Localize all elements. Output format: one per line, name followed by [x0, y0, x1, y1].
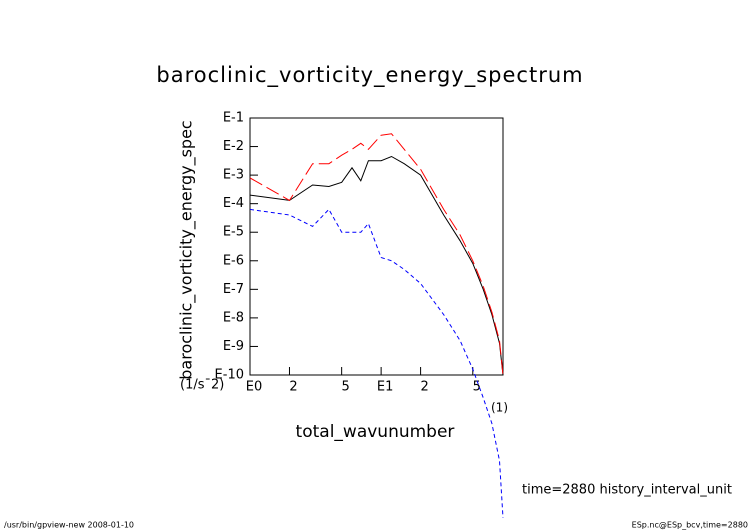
x-tick-label: E1 [377, 380, 394, 395]
y-tick-label: E-7 [223, 282, 244, 297]
y-axis-units: (1/s¯2) [180, 378, 224, 393]
chart-title: baroclinic_vorticity_energy_spectrum [156, 63, 583, 88]
series-line [249, 133, 504, 376]
y-tick-label: E-5 [223, 225, 244, 240]
series-line [249, 155, 504, 376]
y-tick-label: E-1 [223, 111, 244, 126]
series-line [249, 208, 504, 518]
x-tick-label: E0 [246, 380, 263, 395]
y-tick-label: E-3 [223, 168, 244, 183]
x-tick-label: 5 [473, 380, 481, 395]
y-axis-label: baroclinic_vorticity_energy_spec [177, 120, 197, 379]
y-tick-label: E-4 [223, 196, 244, 211]
plot-frame [249, 117, 504, 376]
y-tick-label: E-10 [215, 368, 244, 383]
y-tick-label: E-2 [223, 139, 244, 154]
y-tick-label: E-6 [223, 253, 244, 268]
footer-right: ESp.nc@ESp_bcv,time=2880 [632, 521, 748, 530]
x-tick-label: 2 [289, 380, 297, 395]
x-tick-label: 5 [342, 380, 350, 395]
x-axis-label: total_wavunumber [296, 422, 455, 442]
footer-left: /usr/bin/gpview-new 2008-01-10 [4, 521, 134, 530]
y-tick-label: E-8 [223, 310, 244, 325]
x-tick-label: 2 [420, 380, 428, 395]
x-axis-units: (1) [491, 401, 508, 415]
y-tick-label: E-9 [223, 339, 244, 354]
annotation: time=2880 history_interval_unit [522, 483, 732, 498]
